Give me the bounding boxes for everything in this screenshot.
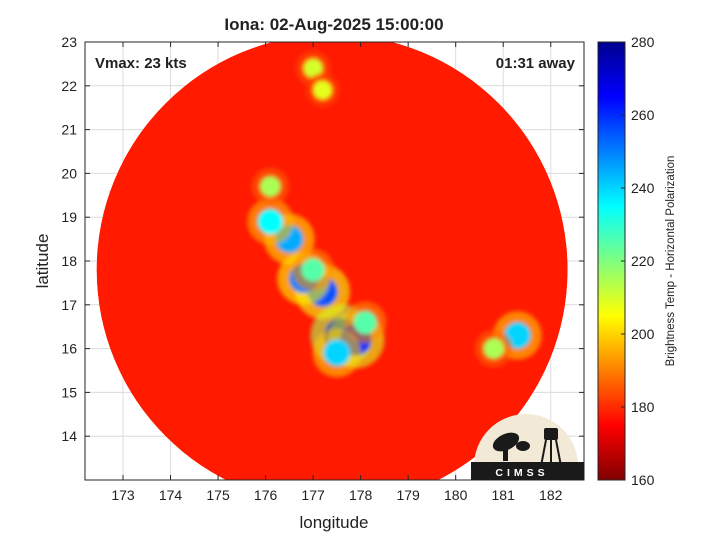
heatmap-cell bbox=[259, 176, 281, 197]
x-tick-label: 173 bbox=[111, 487, 135, 503]
cimss-logo-text: CIMSS bbox=[495, 467, 548, 479]
time-away-annotation: 01:31 away bbox=[496, 55, 576, 72]
y-tick-label: 16 bbox=[61, 341, 77, 357]
y-axis-ticks: 14 15 16 17 18 19 20 21 22 23 bbox=[61, 34, 584, 444]
y-tick-label: 22 bbox=[61, 78, 77, 94]
y-tick-label: 19 bbox=[61, 209, 77, 225]
heatmap-cell bbox=[257, 208, 284, 235]
heatmap-cell bbox=[313, 80, 333, 100]
heatmap-cell bbox=[323, 339, 351, 367]
y-tick-label: 15 bbox=[61, 384, 77, 400]
y-tick-label: 20 bbox=[61, 165, 77, 181]
y-tick-label: 18 bbox=[61, 253, 77, 269]
x-tick-label: 175 bbox=[206, 487, 230, 503]
x-tick-label: 174 bbox=[159, 487, 183, 503]
colorbar-tick-label: 240 bbox=[631, 180, 655, 196]
y-tick-label: 23 bbox=[61, 34, 77, 50]
x-axis-label: longitude bbox=[299, 513, 368, 532]
colorbar-label: Brightness Temp - Horizontal Polarizatio… bbox=[665, 156, 677, 367]
x-tick-label: 179 bbox=[396, 487, 420, 503]
colorbar-tick-label: 160 bbox=[631, 472, 655, 488]
heatmap-cell bbox=[353, 310, 378, 334]
x-tick-label: 182 bbox=[539, 487, 563, 503]
colorbar-tick-label: 200 bbox=[631, 326, 655, 342]
x-tick-label: 176 bbox=[254, 487, 278, 503]
x-tick-label: 181 bbox=[492, 487, 516, 503]
x-tick-label: 178 bbox=[349, 487, 373, 503]
y-tick-label: 21 bbox=[61, 122, 77, 138]
colorbar-tick-label: 180 bbox=[631, 399, 655, 415]
chart-title: Iona: 02-Aug-2025 15:00:00 bbox=[224, 15, 443, 34]
heatmap-cell bbox=[301, 258, 325, 282]
heatmap-cell bbox=[483, 338, 505, 360]
colorbar-tick-label: 220 bbox=[631, 253, 655, 269]
heatmap-cell bbox=[303, 58, 323, 79]
colorbar-tick-label: 260 bbox=[631, 107, 655, 123]
vmax-annotation: Vmax: 23 kts bbox=[95, 55, 187, 72]
y-axis-label: latitude bbox=[33, 234, 52, 289]
colorbar-tick-label: 280 bbox=[631, 34, 655, 50]
cimss-logo: CIMSS bbox=[471, 414, 584, 480]
heatmap-swath-group bbox=[96, 42, 568, 480]
x-axis-ticks: 173 174 175 176 177 178 179 180 181 182 bbox=[111, 42, 563, 503]
x-tick-label: 177 bbox=[301, 487, 325, 503]
y-tick-label: 17 bbox=[61, 297, 77, 313]
x-tick-label: 180 bbox=[444, 487, 468, 503]
colorbar-ticks: 160 180 200 220 240 260 280 bbox=[621, 34, 655, 488]
y-tick-label: 14 bbox=[61, 428, 77, 444]
colorbar bbox=[597, 41, 626, 481]
